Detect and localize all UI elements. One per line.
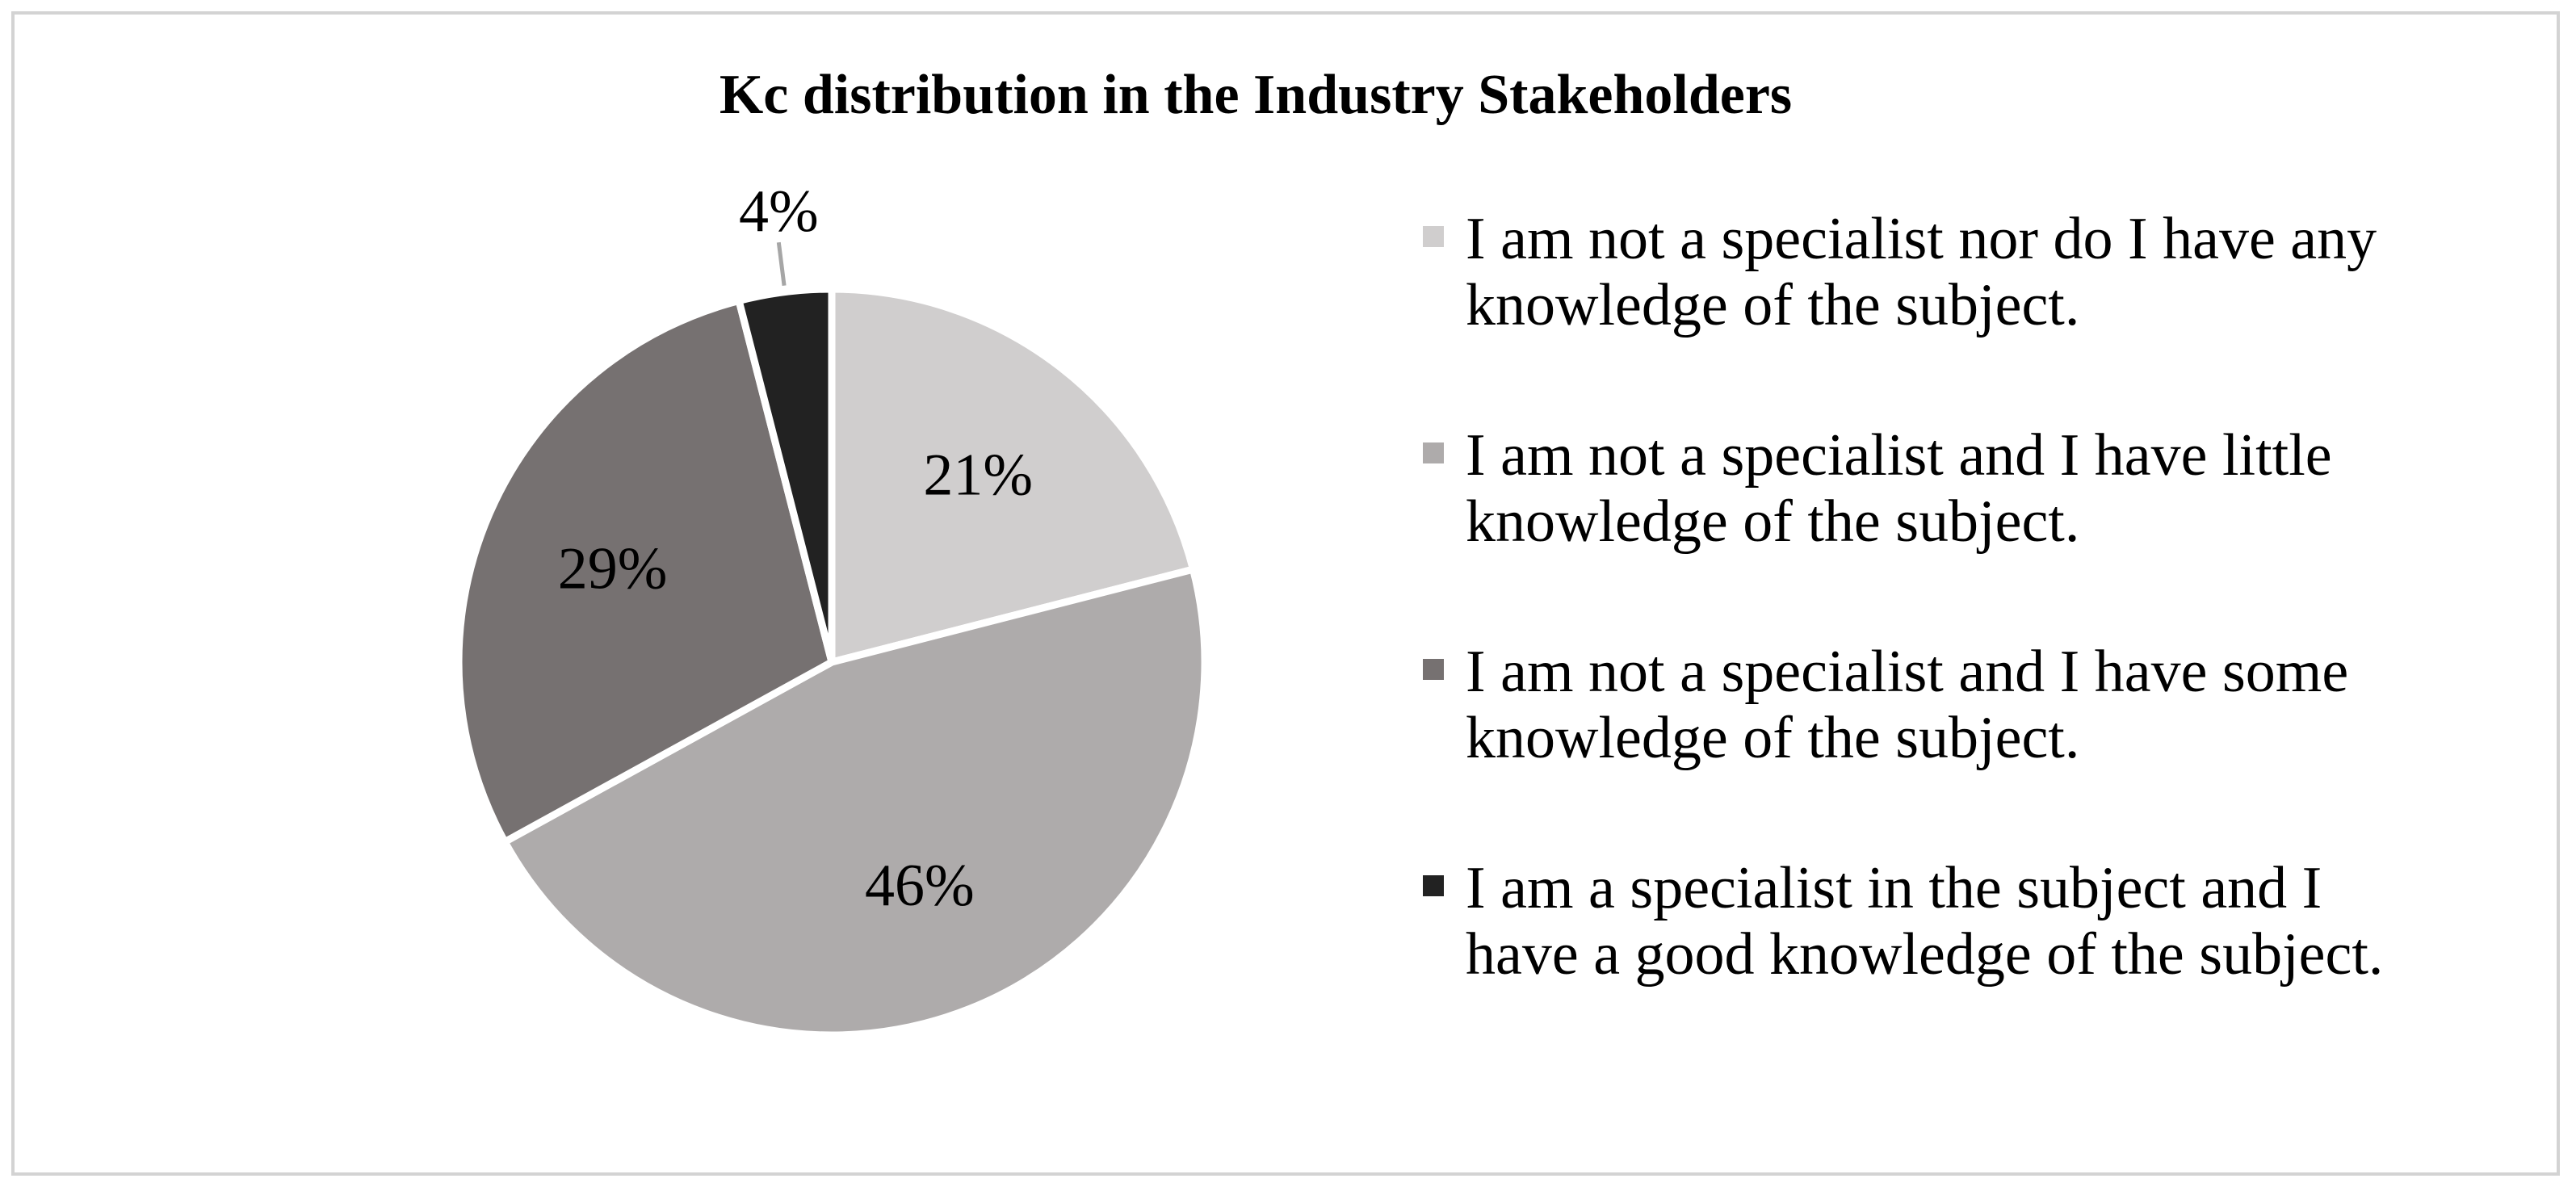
pie-slice-1 <box>828 285 1197 666</box>
legend-label-line: I am not a specialist and I have some <box>1466 639 2348 705</box>
pie-slice-3 <box>455 297 836 846</box>
legend-label-line: knowledge of the subject. <box>1466 272 2079 338</box>
pie-slice-4 <box>735 285 836 666</box>
slice-label-1: 21% <box>923 442 1033 508</box>
legend-label-line: knowledge of the subject. <box>1466 489 2079 555</box>
pie-slice-2 <box>501 565 1209 1039</box>
legend-label-line: knowledge of the subject. <box>1466 705 2079 771</box>
legend-swatch-3 <box>1423 659 1444 680</box>
chart-frame <box>11 11 2560 1176</box>
legend-label-line: I am not a specialist nor do I have any <box>1466 206 2377 272</box>
pie-slices <box>455 285 1209 1039</box>
chart-title: Kc distribution in the Industry Stakehol… <box>720 64 1792 126</box>
slice-label-3: 29% <box>558 536 668 602</box>
legend-label-2: I am not a specialist and I have little k… <box>1466 422 2332 555</box>
legend-label-line: I am a specialist in the subject and I <box>1466 855 2322 921</box>
legend-label-line: have a good knowledge of the subject. <box>1466 921 2383 988</box>
legend-label-line: I am not a specialist and I have little <box>1466 422 2332 489</box>
legend-swatch-4 <box>1423 875 1444 896</box>
legend-swatch-2 <box>1423 442 1444 463</box>
pie-data-labels: 21% 46% 29% 4% <box>558 178 1033 919</box>
legend: I am not a specialist nor do I have any k… <box>1423 206 2383 988</box>
slice-label-2: 46% <box>865 853 975 919</box>
slice-label-4: 4% <box>739 178 819 245</box>
legend-swatch-1 <box>1423 226 1444 247</box>
leader-line-4 <box>776 241 787 287</box>
legend-label-3: I am not a specialist and I have some kno… <box>1466 639 2348 771</box>
legend-label-1: I am not a specialist nor do I have any k… <box>1466 206 2377 338</box>
